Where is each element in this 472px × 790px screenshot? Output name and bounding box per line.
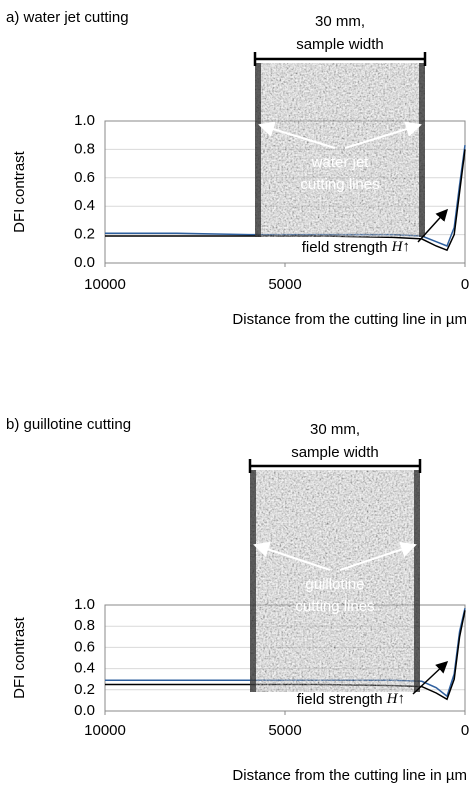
arrow — [253, 541, 331, 571]
annotation: field strength H↑ — [302, 239, 410, 256]
sample-image — [250, 470, 420, 692]
y-tick-label: 1.0 — [74, 596, 95, 613]
x-tick-label: 0 — [461, 276, 469, 293]
panel-title: a) water jet cutting — [6, 9, 129, 26]
y-tick-label: 0.6 — [74, 638, 95, 655]
y-tick-label: 1.0 — [74, 112, 95, 129]
annotation: 30 mm, — [310, 421, 360, 438]
y-tick-label: 0.2 — [74, 681, 95, 698]
y-axis-label: DFI contrast — [11, 616, 28, 699]
y-tick-label: 0.0 — [74, 254, 95, 271]
y-tick-label: 0.8 — [74, 617, 95, 634]
x-tick-label: 10000 — [84, 722, 126, 739]
x-tick-label: 0 — [461, 722, 469, 739]
sample-image — [255, 63, 425, 237]
annotation: cutting lines — [295, 598, 374, 615]
arrow — [339, 541, 417, 571]
y-tick-label: 0.4 — [74, 197, 95, 214]
cut-edge — [250, 470, 256, 692]
annotation: H↑ — [391, 239, 410, 255]
y-tick-label: 0.6 — [74, 169, 95, 186]
annotation: field strength — [302, 239, 388, 256]
x-tick-label: 5000 — [268, 722, 301, 739]
x-tick-label: 5000 — [268, 276, 301, 293]
annotation: sample width — [296, 36, 384, 53]
arrow — [258, 121, 336, 149]
y-tick-label: 0.4 — [74, 660, 95, 677]
x-axis-label: Distance from the cutting line in µm — [232, 311, 467, 328]
cut-edge — [414, 470, 420, 692]
cut-edge — [255, 63, 261, 237]
cut-edge — [419, 63, 425, 237]
annotation: H↑ — [386, 691, 405, 707]
y-tick-label: 0.2 — [74, 226, 95, 243]
y-tick-label: 0.8 — [74, 140, 95, 157]
annotation: field strength H↑ — [297, 691, 405, 708]
y-tick-label: 0.0 — [74, 702, 95, 719]
annotation: 30 mm, — [315, 13, 365, 30]
y-axis-label: DFI contrast — [11, 150, 28, 233]
annotation: cutting lines — [300, 176, 379, 193]
annotation: sample width — [291, 444, 379, 461]
arrow — [417, 208, 449, 243]
annotation: field strength — [297, 691, 383, 708]
x-axis-label: Distance from the cutting line in µm — [232, 767, 467, 784]
annotation: guillotine — [305, 576, 364, 593]
arrow — [412, 660, 449, 695]
x-tick-label: 10000 — [84, 276, 126, 293]
annotation: water jet — [311, 154, 370, 171]
arrow — [344, 121, 422, 149]
panel-title: b) guillotine cutting — [6, 416, 131, 433]
